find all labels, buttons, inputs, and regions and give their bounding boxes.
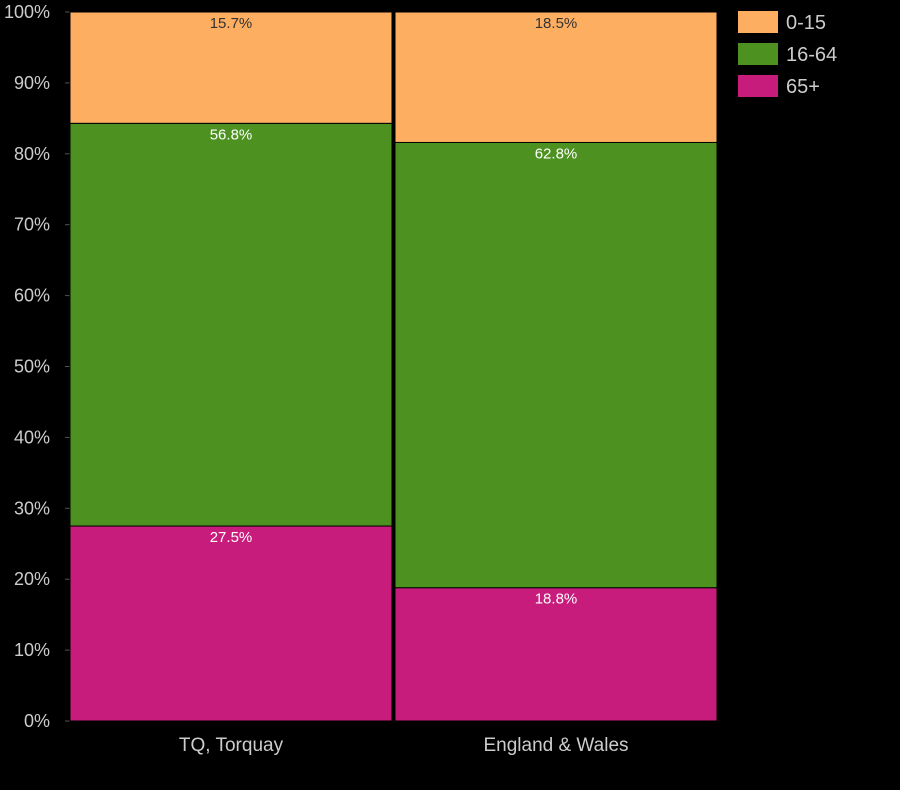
data-label: 62.8% bbox=[535, 145, 578, 162]
y-tick-label: 60% bbox=[14, 286, 50, 306]
legend-swatch bbox=[738, 75, 778, 97]
data-label: 18.8% bbox=[535, 591, 578, 608]
y-tick-label: 50% bbox=[14, 357, 50, 377]
y-tick-label: 100% bbox=[4, 2, 50, 22]
x-category-label: TQ, Torquay bbox=[179, 735, 284, 756]
data-label: 15.7% bbox=[210, 15, 253, 32]
data-label: 56.8% bbox=[210, 126, 253, 143]
y-tick-label: 10% bbox=[14, 640, 50, 660]
bar-segment bbox=[69, 122, 393, 527]
y-axis: 0% 10% 20% 30% 40% 50% 60% 70% 80% 90% 100% bbox=[4, 2, 71, 731]
bar-segment bbox=[394, 141, 718, 589]
y-tick-label: 40% bbox=[14, 427, 50, 447]
data-label: 18.5% bbox=[535, 15, 578, 32]
y-tick-label: 70% bbox=[14, 215, 50, 235]
legend: 0-15 16-64 65+ bbox=[738, 11, 837, 98]
legend-label: 65+ bbox=[786, 76, 820, 98]
bar-segment bbox=[394, 587, 718, 722]
legend-swatch bbox=[738, 11, 778, 33]
legend-label: 0-15 bbox=[786, 12, 826, 34]
y-tick-label: 20% bbox=[14, 569, 50, 589]
y-tick-label: 90% bbox=[14, 73, 50, 93]
bar-segment bbox=[394, 11, 718, 143]
y-tick-label: 80% bbox=[14, 144, 50, 164]
bar-segment bbox=[69, 525, 393, 722]
bars: 27.5% 56.8% 15.7% 18.8% 62.8% 18.5% bbox=[69, 11, 718, 722]
x-axis: TQ, Torquay England & Wales bbox=[179, 735, 629, 756]
y-tick-label: 30% bbox=[14, 498, 50, 518]
legend-swatch bbox=[738, 43, 778, 65]
legend-label: 16-64 bbox=[786, 44, 837, 66]
y-tick-label: 0% bbox=[24, 711, 50, 731]
bar-segment bbox=[69, 11, 393, 124]
data-label: 27.5% bbox=[210, 529, 253, 546]
x-category-label: England & Wales bbox=[483, 735, 628, 756]
